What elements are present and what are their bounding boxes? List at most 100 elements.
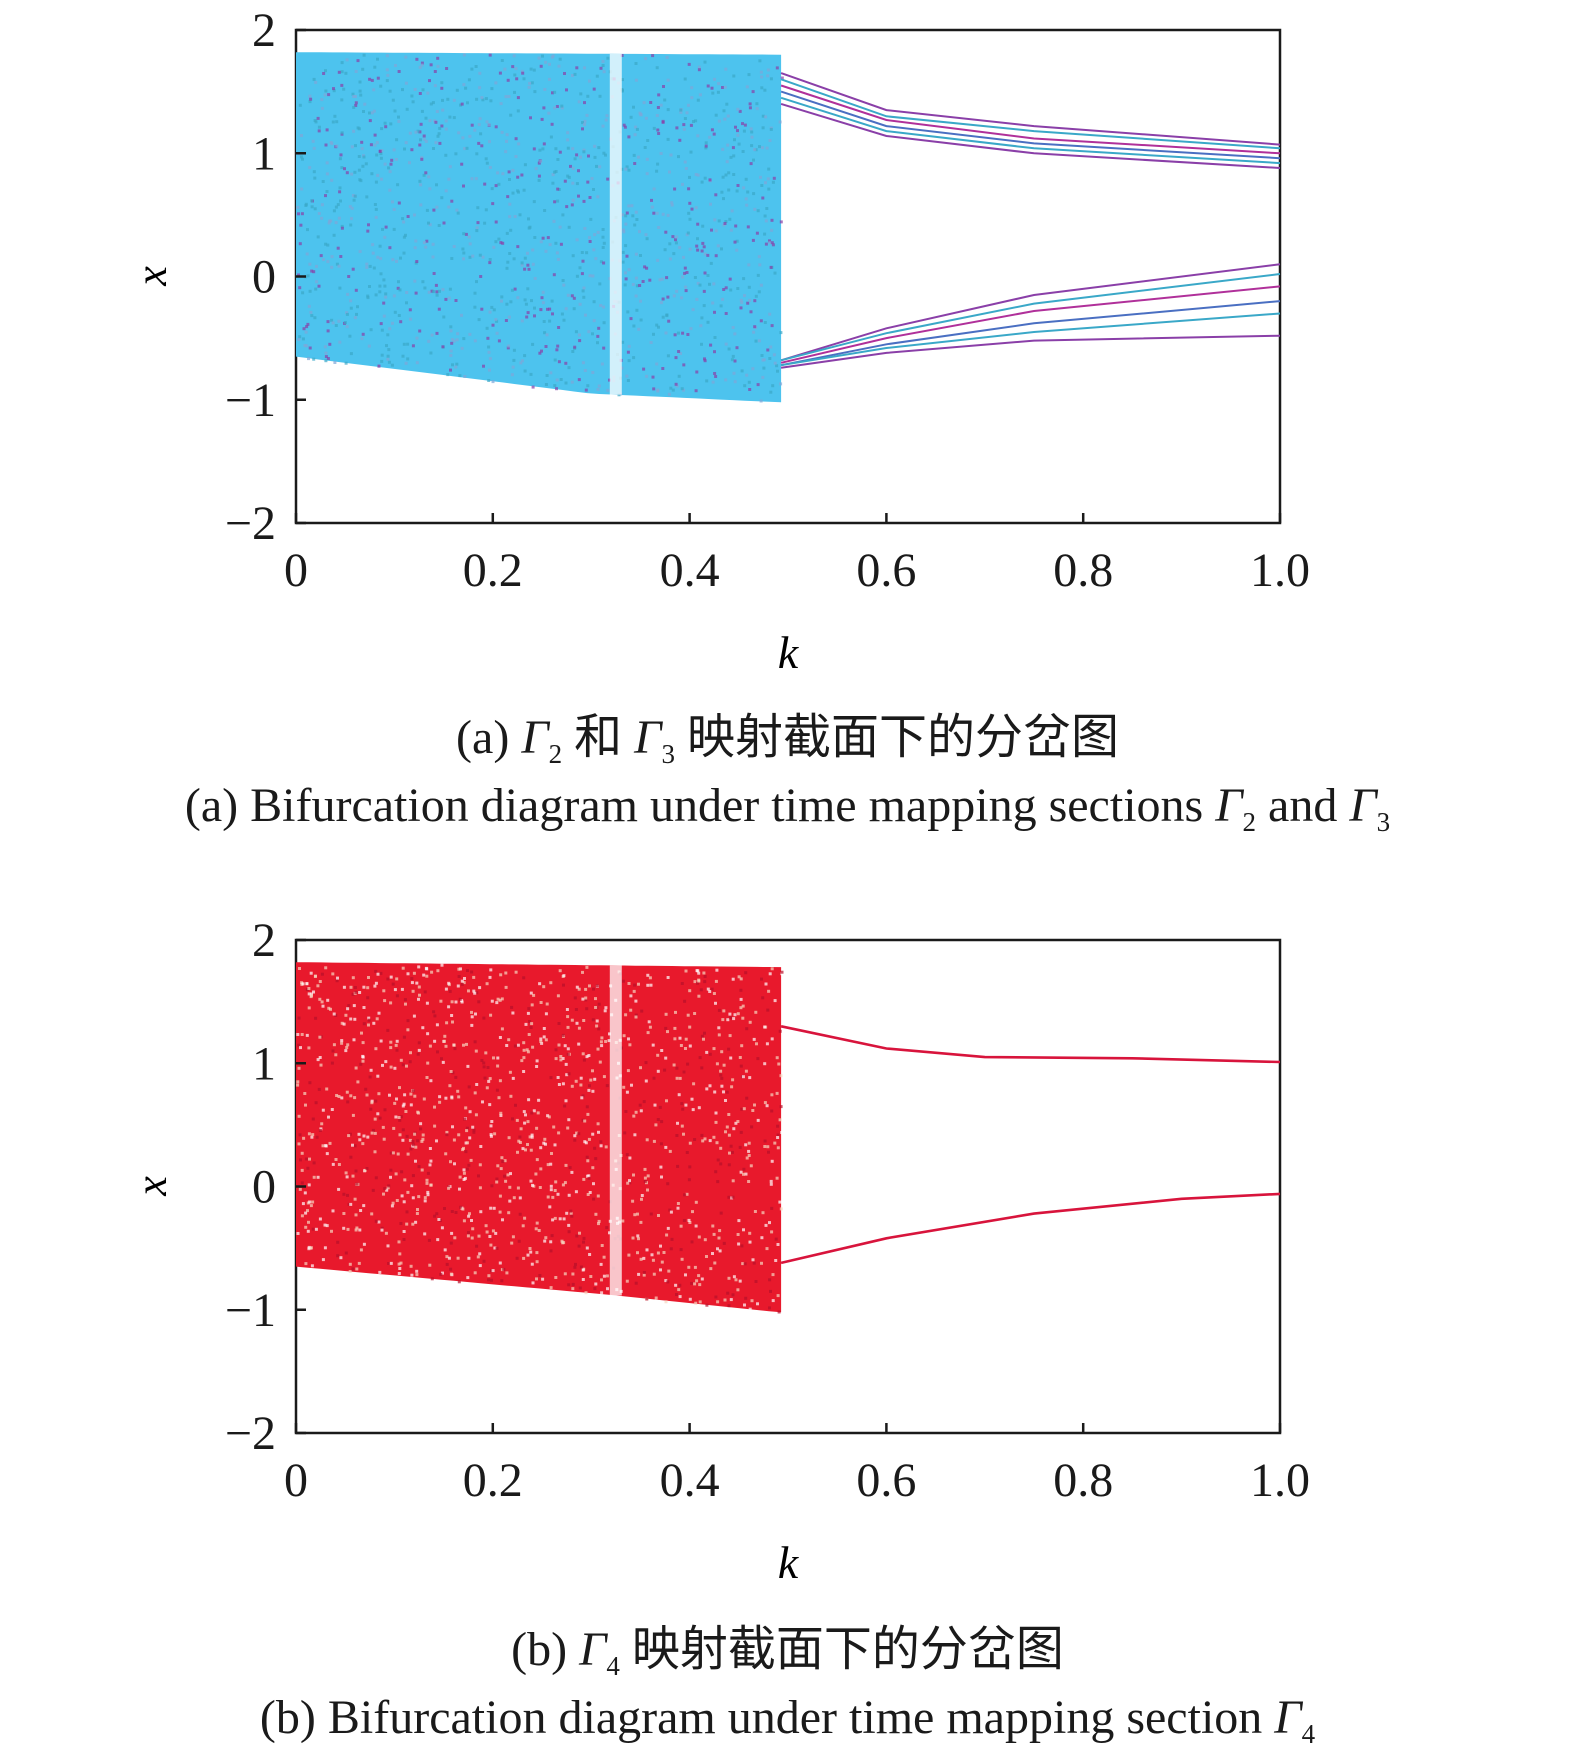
scatter-point <box>388 188 392 192</box>
scatter-point <box>466 1064 470 1068</box>
scatter-point <box>445 1133 449 1137</box>
scatter-point <box>687 1265 691 1269</box>
scatter-point <box>454 365 458 369</box>
scatter-point <box>687 187 691 191</box>
scatter-point <box>435 205 439 209</box>
scatter-point <box>532 147 536 151</box>
scatter-point <box>359 179 363 183</box>
scatter-point <box>760 977 763 981</box>
scatter-point <box>394 64 397 67</box>
scatter-point <box>426 1193 430 1197</box>
scatter-point <box>602 305 605 309</box>
scatter-point <box>767 1150 770 1154</box>
scatter-point <box>404 1002 407 1006</box>
scatter-point <box>574 1190 578 1194</box>
scatter-point <box>689 123 693 127</box>
scatter-point <box>721 147 725 151</box>
scatter-point <box>738 1145 742 1149</box>
scatter-point <box>697 971 701 975</box>
scatter-point <box>470 1023 474 1027</box>
scatter-point <box>393 1066 397 1070</box>
scatter-point <box>651 375 655 379</box>
scatter-point <box>304 1211 308 1215</box>
scatter-point <box>677 350 681 353</box>
scatter-point <box>461 1207 465 1211</box>
scatter-point <box>439 1272 443 1276</box>
scatter-point <box>444 127 448 131</box>
scatter-point <box>310 269 314 273</box>
scatter-point <box>708 135 712 139</box>
scatter-point <box>358 250 362 253</box>
scatter-point <box>475 152 479 156</box>
scatter-point <box>601 228 605 231</box>
scatter-point <box>335 144 339 148</box>
scatter-point <box>551 91 554 95</box>
scatter-point <box>376 972 380 976</box>
scatter-point <box>648 1025 652 1029</box>
scatter-point <box>496 171 500 175</box>
scatter-point <box>327 1115 330 1119</box>
scatter-point <box>364 162 368 166</box>
scatter-point <box>377 1011 381 1015</box>
scatter-point <box>742 1167 746 1171</box>
scatter-point <box>747 1154 751 1157</box>
scatter-point <box>593 233 597 237</box>
scatter-point <box>485 982 489 986</box>
scatter-point <box>474 1049 478 1053</box>
scatter-point <box>557 188 561 191</box>
scatter-point <box>500 295 504 299</box>
scatter-point <box>305 325 309 329</box>
scatter-point <box>417 965 421 969</box>
scatter-point <box>597 1027 601 1031</box>
scatter-point <box>540 349 543 353</box>
y-tick-label: −2 <box>225 497 276 550</box>
scatter-point <box>314 1016 318 1020</box>
scatter-point <box>520 263 524 267</box>
scatter-point <box>467 1214 471 1218</box>
scatter-point <box>571 1282 575 1286</box>
scatter-point <box>354 1169 358 1173</box>
scatter-point <box>748 106 752 110</box>
scatter-point <box>398 288 402 292</box>
scatter-point <box>422 1097 426 1101</box>
scatter-point <box>320 1000 324 1004</box>
scatter-point <box>405 1222 409 1226</box>
scatter-point <box>577 378 581 382</box>
scatter-point <box>741 1075 745 1079</box>
scatter-point <box>732 173 736 176</box>
scatter-point <box>688 1025 692 1029</box>
scatter-point <box>729 155 733 159</box>
scatter-point <box>305 344 309 348</box>
scatter-point <box>456 984 460 988</box>
scatter-point <box>675 384 679 388</box>
scatter-point <box>296 1033 300 1036</box>
scatter-point <box>495 1088 499 1092</box>
scatter-point <box>686 1062 690 1066</box>
scatter-point <box>640 1009 644 1013</box>
scatter-point <box>433 70 437 73</box>
scatter-point <box>465 146 469 150</box>
scatter-point <box>353 1017 357 1021</box>
scatter-point <box>376 76 380 80</box>
scatter-point <box>714 113 718 117</box>
scatter-point <box>324 359 328 363</box>
scatter-point <box>655 114 659 117</box>
scatter-point <box>348 1270 352 1273</box>
scatter-point <box>659 1142 663 1146</box>
scatter-point <box>501 1218 504 1222</box>
scatter-point <box>652 332 655 336</box>
scatter-point <box>650 198 653 202</box>
y-tick-label: −2 <box>225 1407 276 1460</box>
scatter-point <box>389 122 393 126</box>
scatter-point <box>566 138 570 142</box>
scatter-point <box>720 1050 724 1054</box>
scatter-point <box>638 1103 642 1107</box>
scatter-point <box>666 78 670 82</box>
scatter-point <box>379 257 383 261</box>
scatter-point <box>514 137 518 141</box>
scatter-point <box>423 1232 427 1236</box>
scatter-point <box>352 198 356 202</box>
scatter-point <box>501 241 505 245</box>
scatter-point <box>413 88 417 91</box>
scatter-point <box>518 213 522 217</box>
